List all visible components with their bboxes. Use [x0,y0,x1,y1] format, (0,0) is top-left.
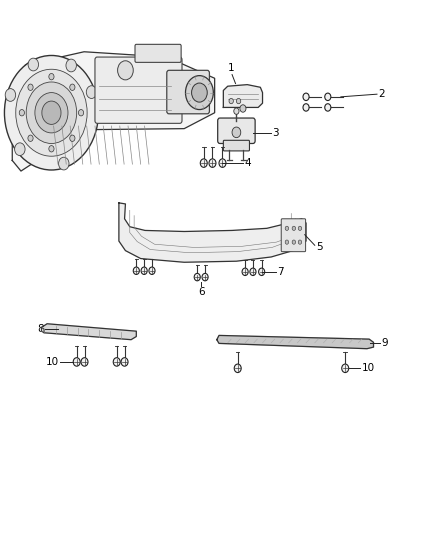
Circle shape [113,358,120,366]
Text: 6: 6 [198,287,205,297]
Circle shape [5,88,16,101]
Text: 9: 9 [381,338,388,348]
Circle shape [149,267,155,274]
Circle shape [28,135,33,141]
Circle shape [234,364,241,373]
Circle shape [70,84,75,91]
FancyBboxPatch shape [135,44,181,62]
Circle shape [70,135,75,141]
Text: 2: 2 [378,89,385,99]
Circle shape [73,358,80,366]
Circle shape [303,93,309,101]
Circle shape [194,273,200,281]
Polygon shape [223,85,262,108]
Circle shape [66,59,76,72]
Circle shape [117,61,133,80]
Polygon shape [42,327,44,333]
Polygon shape [42,324,136,340]
Text: 10: 10 [362,364,375,373]
Circle shape [14,143,25,156]
Circle shape [292,226,296,230]
FancyBboxPatch shape [167,70,209,114]
Circle shape [303,104,309,111]
Circle shape [234,108,239,114]
FancyBboxPatch shape [218,118,255,143]
Circle shape [19,110,25,116]
Circle shape [35,93,68,133]
FancyBboxPatch shape [95,57,182,123]
Circle shape [298,226,302,230]
Circle shape [4,55,99,170]
Text: 1: 1 [227,63,234,73]
Circle shape [28,84,33,91]
Polygon shape [119,203,306,262]
Circle shape [292,240,296,244]
Text: 7: 7 [277,267,283,277]
Circle shape [285,226,289,230]
Circle shape [121,358,128,366]
Circle shape [285,240,289,244]
Circle shape [191,83,207,102]
Polygon shape [12,52,215,171]
Circle shape [200,159,207,167]
Circle shape [42,101,61,124]
Circle shape [237,99,241,104]
Circle shape [342,364,349,373]
Circle shape [242,268,248,276]
Circle shape [240,105,246,112]
Circle shape [86,86,97,99]
Circle shape [219,159,226,167]
Circle shape [202,273,208,281]
Text: 8: 8 [37,324,44,334]
Circle shape [209,159,216,167]
Circle shape [250,268,256,276]
Text: 3: 3 [272,128,279,138]
Circle shape [325,93,331,101]
Circle shape [78,110,84,116]
FancyBboxPatch shape [223,140,250,151]
Polygon shape [217,335,374,349]
Circle shape [141,267,147,274]
Circle shape [232,127,241,138]
Text: 10: 10 [46,357,59,367]
Circle shape [258,268,265,276]
Circle shape [298,240,302,244]
FancyBboxPatch shape [281,219,306,252]
Circle shape [49,146,54,152]
Text: 4: 4 [244,158,251,168]
Circle shape [49,74,54,80]
Circle shape [229,99,233,104]
Text: 5: 5 [316,242,323,252]
Circle shape [16,69,87,156]
Circle shape [133,267,139,274]
Circle shape [81,358,88,366]
Circle shape [26,82,77,143]
Circle shape [28,58,39,71]
Circle shape [185,76,213,110]
Circle shape [325,104,331,111]
Circle shape [59,157,69,170]
